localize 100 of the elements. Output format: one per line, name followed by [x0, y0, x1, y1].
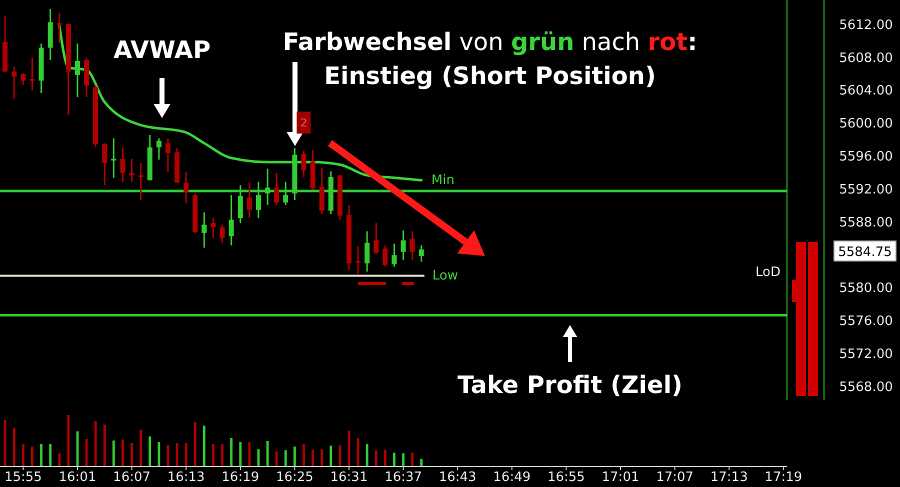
bar — [184, 443, 188, 466]
x-tick-label: 16:13 — [167, 470, 205, 485]
x-tick-label: 16:43 — [438, 470, 476, 485]
text: Farbwechsel von grün nach rot: Einstieg (Short Position) — [282, 28, 698, 90]
x-tick-label: 16:55 — [547, 470, 585, 485]
bar — [221, 444, 224, 466]
annotation: AVWAP — [113, 36, 211, 64]
text: 5584.75 — [838, 245, 892, 260]
x-tick-label: 16:25 — [276, 470, 314, 485]
candlestick — [301, 150, 306, 178]
bar — [320, 449, 324, 466]
bar — [122, 439, 124, 466]
bar — [58, 453, 61, 466]
bar — [31, 446, 34, 466]
candlestick — [356, 245, 361, 276]
bar — [158, 442, 160, 466]
x-tick-label: 16:19 — [222, 470, 260, 485]
y-tick-label: 5596.00 — [839, 150, 893, 165]
x-tick-label: 16:49 — [493, 470, 531, 485]
bar — [230, 438, 233, 466]
y-tick-label: 5576.00 — [839, 314, 893, 330]
candlestick — [220, 224, 225, 244]
candlestick — [202, 212, 207, 248]
y-tick-label: 5572.00 — [839, 347, 893, 362]
candlestick — [111, 138, 116, 179]
y-tick-label: 5588.00 — [839, 215, 893, 230]
candlestick — [382, 244, 388, 268]
bar — [248, 442, 251, 466]
bar — [293, 446, 296, 466]
bar — [112, 440, 115, 466]
candlestick — [56, 12, 62, 44]
y-tick-label: 5604.00 — [839, 84, 893, 99]
candlestick — [102, 142, 108, 186]
candlestick — [274, 172, 280, 206]
x-tick-label: 16:31 — [330, 470, 368, 485]
bar — [4, 420, 6, 466]
annotation: Take Profit (Ziel) — [457, 371, 683, 399]
bar — [130, 443, 133, 466]
candlestick — [392, 242, 397, 268]
bar — [302, 444, 305, 466]
x-tick-label: 16:07 — [113, 470, 151, 485]
bar — [275, 451, 278, 466]
y-tick-label: 5612.00 — [839, 18, 893, 33]
candlestick — [156, 138, 162, 160]
x-tick-label: 17:01 — [602, 470, 640, 485]
bar — [384, 450, 386, 466]
bar — [312, 450, 314, 466]
bar — [22, 444, 24, 466]
candlestick — [246, 182, 252, 219]
candlestick — [129, 158, 134, 183]
candlestick — [228, 194, 234, 246]
x-tick-label: 17:19 — [764, 470, 802, 485]
bar — [202, 426, 206, 466]
bar — [284, 450, 287, 466]
bar — [67, 415, 70, 466]
bar — [330, 446, 332, 466]
x-tick-label: 17:07 — [656, 470, 694, 485]
candlestick — [319, 167, 324, 215]
bar — [103, 424, 106, 466]
bar — [49, 444, 52, 466]
bar — [393, 452, 396, 466]
bar — [239, 442, 242, 466]
y-tick-label: 5608.00 — [839, 50, 893, 66]
y-tick-label: 5580.00 — [839, 281, 893, 296]
candlestick — [400, 230, 406, 261]
x-tick-label: 17:13 — [710, 470, 748, 485]
bar — [402, 453, 404, 466]
candlestick — [120, 146, 126, 183]
bar — [40, 444, 42, 466]
candlestick — [410, 230, 415, 261]
bar — [338, 445, 342, 466]
y-tick-label: 5568.00 — [839, 380, 893, 396]
bar — [140, 430, 142, 466]
candlestick — [30, 56, 35, 92]
annotation: LoD — [756, 265, 780, 280]
x-tick-label: 15:55 — [4, 470, 42, 485]
bar — [366, 444, 368, 466]
x-tick-label: 16:01 — [58, 470, 96, 485]
y-tick-label: 5600.00 — [839, 116, 893, 132]
candlestick — [374, 222, 379, 256]
candlestick — [20, 72, 26, 86]
x-tick-label: 16:37 — [384, 470, 422, 485]
candlestick — [210, 217, 216, 239]
bar — [94, 421, 97, 466]
bar — [148, 436, 152, 466]
ref-line-label: Low — [432, 268, 458, 284]
candlestick — [138, 162, 144, 201]
bar — [420, 458, 423, 466]
bar — [411, 452, 414, 466]
bar — [374, 450, 378, 466]
candlestick — [418, 244, 424, 262]
candlestick — [165, 138, 170, 173]
candlestick — [74, 42, 80, 98]
candlestick — [12, 66, 17, 100]
bar — [12, 428, 16, 466]
series-label: Min — [431, 173, 454, 188]
bar — [212, 444, 214, 466]
candlestick — [364, 230, 370, 272]
y-tick-label: 5592.00 — [839, 182, 893, 198]
bar — [194, 422, 196, 466]
